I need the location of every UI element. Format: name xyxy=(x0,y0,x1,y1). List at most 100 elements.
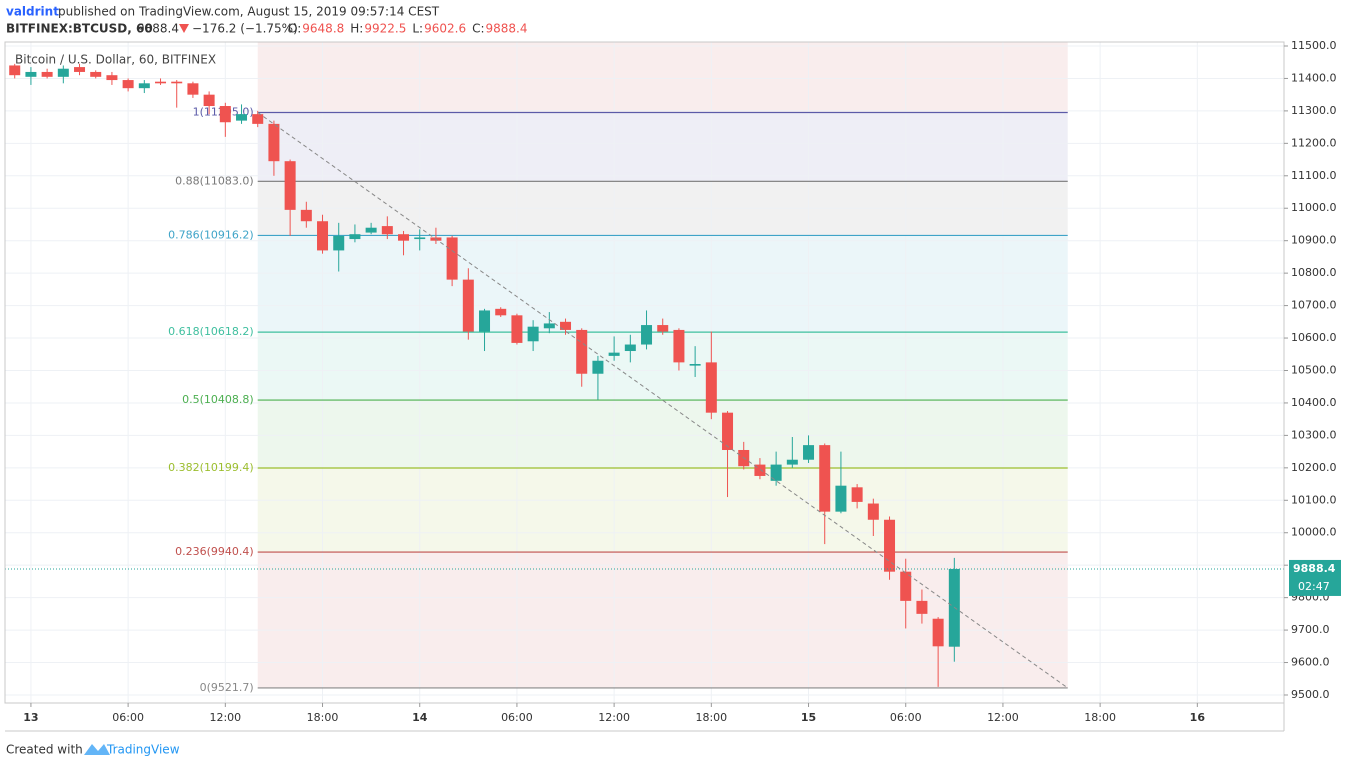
fib-label: 0.236(9940.4) xyxy=(175,545,254,558)
candle-body xyxy=(576,329,588,374)
y-tick-label: 11100.0 xyxy=(1291,169,1337,182)
fib-zone xyxy=(257,552,1068,688)
candle-body xyxy=(284,161,296,210)
x-tick-label: 16 xyxy=(1190,711,1206,724)
x-tick-label: 12:00 xyxy=(209,711,241,724)
x-tick-label: 06:00 xyxy=(112,711,144,724)
candle-body xyxy=(219,106,231,123)
trendline xyxy=(257,112,1069,689)
y-tick-label: 11300.0 xyxy=(1291,104,1337,117)
candle-body xyxy=(689,363,701,366)
last-price-box xyxy=(1289,559,1341,596)
candle-body xyxy=(236,114,248,121)
candle-body xyxy=(122,80,134,89)
candle-body xyxy=(479,310,491,332)
candle-body xyxy=(57,68,69,77)
candle-body xyxy=(171,81,183,84)
candle-body xyxy=(252,114,264,124)
change: −176.2 (−1.75%) xyxy=(192,22,298,36)
fib-zone xyxy=(257,400,1068,469)
y-tick-label: 11400.0 xyxy=(1291,71,1337,84)
candle-body xyxy=(835,485,847,512)
y-tick-label: 11500.0 xyxy=(1291,39,1337,52)
ohlc-key: H: xyxy=(350,22,363,36)
ohlc-value: 9922.5 xyxy=(364,22,406,36)
x-tick-label: 15 xyxy=(801,711,816,724)
y-tick-label: 10200.0 xyxy=(1291,461,1337,474)
candle-body xyxy=(803,445,815,460)
candle-body xyxy=(155,81,167,84)
x-tick-label: 12:00 xyxy=(598,711,630,724)
last-price-label: 9888.4 xyxy=(1293,562,1336,575)
x-tick-label: 12:00 xyxy=(987,711,1019,724)
candle-body xyxy=(624,344,636,352)
candle-body xyxy=(203,94,215,107)
fib-label: 0.88(11083.0) xyxy=(175,174,254,187)
symbol: BITFINEX:BTCUSD, 60 xyxy=(6,22,153,36)
y-tick-label: 10100.0 xyxy=(1291,493,1337,506)
candle-body xyxy=(527,326,539,342)
y-tick-label: 10000.0 xyxy=(1291,526,1337,539)
ohlc: O: 9648.8 H: 9922.5 L: 9602.6 C: 9888.4 xyxy=(288,22,528,36)
candle-body xyxy=(495,308,507,316)
author: valdrint xyxy=(6,5,59,19)
candle-body xyxy=(317,221,329,251)
ohlc-key: O: xyxy=(288,22,301,36)
candle-body xyxy=(543,323,555,329)
candle-body xyxy=(9,65,21,76)
x-tick-label: 06:00 xyxy=(890,711,922,724)
footer-created: Created with xyxy=(6,743,83,757)
candle-body xyxy=(786,459,798,465)
candle-body xyxy=(138,83,150,89)
ohlc-value: 9648.8 xyxy=(302,22,344,36)
candle-body xyxy=(333,235,345,251)
candle-body xyxy=(754,464,766,476)
ohlc-value: 9888.4 xyxy=(486,22,528,36)
candle-body xyxy=(770,464,782,481)
ohlc-value: 9602.6 xyxy=(424,22,466,36)
fib-zone xyxy=(257,235,1068,333)
candle-body xyxy=(398,234,410,241)
ohlc-key: C: xyxy=(472,22,484,36)
y-tick-label: 9600.0 xyxy=(1291,656,1330,669)
candle-body xyxy=(560,321,572,330)
y-tick-label: 10300.0 xyxy=(1291,428,1337,441)
fib-zone xyxy=(257,112,1068,182)
fib-zone xyxy=(257,468,1068,553)
fib-label: 0(9521.7) xyxy=(200,681,254,694)
y-tick-label: 10900.0 xyxy=(1291,234,1337,247)
candle-body xyxy=(932,618,944,647)
y-tick-label: 11000.0 xyxy=(1291,201,1337,214)
candle-body xyxy=(641,325,653,345)
candle-body xyxy=(900,571,912,601)
candle-body xyxy=(657,325,669,332)
candle-body xyxy=(705,362,717,413)
fib-zone xyxy=(257,332,1068,401)
ohlc-key: L: xyxy=(412,22,423,36)
footer-brand: TradingView xyxy=(106,743,180,757)
down-arrow xyxy=(179,24,189,33)
x-tick-label: 18:00 xyxy=(307,711,339,724)
candle-body xyxy=(74,67,86,72)
chart-title: Bitcoin / U.S. Dollar, 60, BITFINEX xyxy=(15,53,216,67)
y-tick-label: 10500.0 xyxy=(1291,363,1337,376)
candle-body xyxy=(414,237,426,240)
y-tick-label: 10800.0 xyxy=(1291,266,1337,279)
x-tick-label: 18:00 xyxy=(695,711,727,724)
fib-label: 0.5(10408.8) xyxy=(182,393,254,406)
candle-body xyxy=(187,83,199,95)
published: published on TradingView.com, August 15,… xyxy=(58,5,440,19)
y-tick-label: 9700.0 xyxy=(1291,623,1330,636)
candle-body xyxy=(511,315,523,343)
fib-label: 0.786(10916.2) xyxy=(168,228,254,241)
last: 9888.4 xyxy=(137,22,179,36)
candle-body xyxy=(819,445,831,512)
candle-body xyxy=(916,600,928,614)
candle-body xyxy=(608,352,620,356)
y-tick-label: 11200.0 xyxy=(1291,136,1337,149)
candle-body xyxy=(673,329,685,363)
x-tick-label: 06:00 xyxy=(501,711,533,724)
countdown: 02:47 xyxy=(1298,580,1330,593)
